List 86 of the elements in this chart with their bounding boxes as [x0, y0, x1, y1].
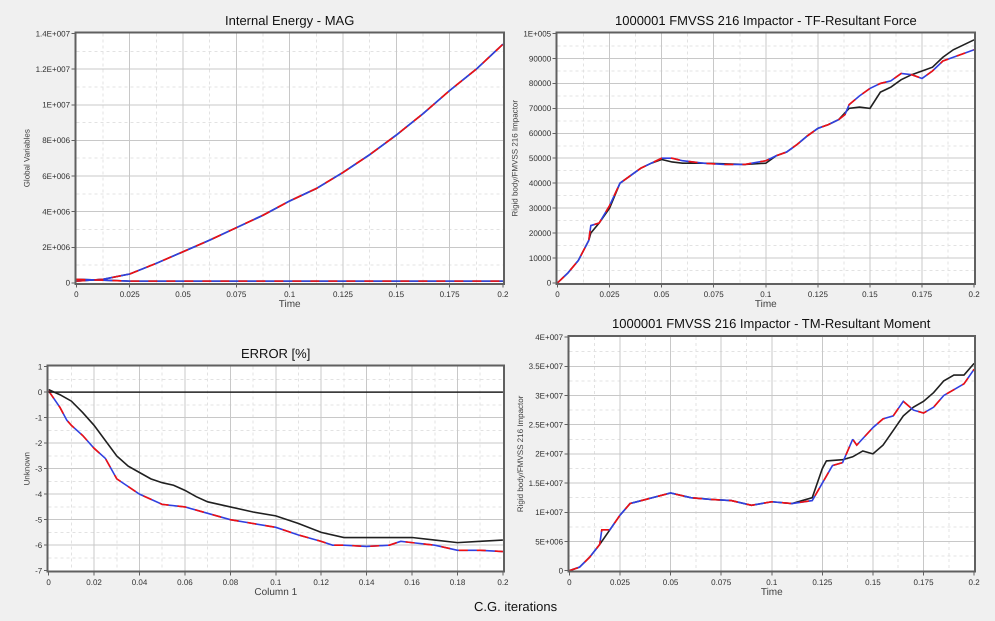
y-tick-label: 50000: [528, 154, 552, 164]
y-tick-label: -7: [35, 566, 43, 576]
y-tick-label: 1E+007: [42, 100, 71, 110]
y-tick-label: 2.5E+007: [528, 420, 564, 430]
y-tick-label: -3: [35, 464, 43, 474]
x-tick-label: 0.125: [808, 290, 828, 300]
x-tick-label: 0.075: [704, 290, 724, 300]
y-tick-label: 0: [38, 388, 43, 397]
x-tick-label: 0.1: [760, 290, 772, 300]
x-tick-label: 0.12: [313, 578, 330, 588]
y-tick-label: 6E+006: [42, 172, 71, 181]
text: C.G. iterations: [474, 599, 558, 614]
y-tick-label: 2E+007: [535, 450, 564, 459]
x-tick-label: 0.1: [766, 578, 778, 588]
y-axis-title: Unknown: [22, 452, 32, 486]
x-axis-title: Time: [754, 299, 778, 310]
y-tick-label: 1E+007: [535, 508, 564, 518]
chart-title: 1000001 FMVSS 216 Impactor - TF-Resultant Force: [615, 13, 917, 28]
x-tick-label: 0.05: [654, 290, 670, 300]
y-tick-label: 1E+005: [523, 29, 552, 38]
x-tick-label: 0.06: [177, 578, 194, 588]
x-tick-label: 0.1: [284, 290, 296, 300]
x-axis-title: Time: [760, 587, 784, 598]
x-tick-label: 0.02: [86, 578, 102, 588]
x-tick-label: 0.175: [912, 290, 933, 300]
x-tick-label: 0.075: [711, 578, 732, 588]
y-tick-label: -6: [35, 540, 43, 550]
x-tick-label: 0.15: [865, 578, 882, 588]
chart-title: 1000001 FMVSS 216 Impactor - TM-Resultant Moment: [612, 316, 931, 331]
y-tick-label: 3E+007: [535, 391, 564, 400]
y-tick-label: 4E+007: [535, 332, 564, 342]
x-tick-label: 0.16: [404, 578, 420, 588]
x-tick-label: 0.2: [968, 290, 980, 300]
x-tick-label: 0.1: [270, 578, 282, 588]
x-tick-label: 0.175: [914, 578, 934, 588]
y-tick-label: 1.2E+007: [36, 64, 71, 74]
y-tick-label: 80000: [528, 79, 552, 88]
y-tick-label: -1: [35, 413, 43, 422]
y-tick-label: 40000: [528, 178, 552, 188]
x-tick-label: 0.025: [120, 290, 140, 300]
x-tick-label: 0.05: [662, 578, 679, 588]
x-tick-label: 0: [74, 290, 80, 300]
x-tick-label: 0.14: [358, 578, 375, 588]
y-tick-label: 60000: [528, 129, 552, 138]
y-tick-label: 0: [66, 278, 71, 288]
y-tick-label: 1.4E+007: [36, 29, 71, 38]
y-axis-title: Rigid body/FMVSS 216 Impactor: [510, 100, 520, 216]
x-tick-label: 0.08: [222, 578, 239, 588]
x-tick-label: 0.2: [497, 578, 510, 588]
y-tick-label: -4: [35, 490, 43, 499]
x-axis-title: Time: [278, 299, 302, 310]
y-tick-label: 90000: [528, 54, 552, 64]
y-tick-label: 20000: [528, 228, 552, 238]
y-tick-label: -2: [35, 438, 43, 448]
y-tick-label: 3.5E+007: [528, 362, 564, 372]
y-tick-label: 4E+006: [42, 207, 71, 216]
chart-title: Internal Energy - MAG: [225, 13, 354, 28]
x-tick-label: 0.18: [450, 578, 466, 588]
y-tick-label: 70000: [528, 104, 552, 114]
y-tick-label: 1.5E+007: [528, 478, 564, 488]
x-tick-label: 0.125: [332, 290, 354, 300]
y-tick-label: 30000: [528, 204, 552, 213]
x-tick-label: 0.04: [132, 578, 148, 588]
chart-title: ERROR [%]: [241, 346, 310, 361]
x-tick-label: 0.15: [388, 290, 405, 300]
y-tick-label: 0: [558, 566, 564, 576]
y-tick-label: 1: [38, 362, 43, 372]
y-tick-label: 2E+006: [42, 243, 71, 252]
x-tick-label: 0.2: [497, 290, 510, 300]
y-axis-title: Global Variables: [22, 129, 32, 188]
x-tick-label: 0.15: [862, 290, 878, 300]
y-tick-label: 0: [546, 278, 552, 288]
x-tick-label: 0.025: [600, 290, 620, 300]
x-tick-label: 0.025: [610, 578, 631, 588]
y-tick-label: 8E+006: [42, 136, 71, 146]
x-tick-label: 0.175: [440, 290, 460, 300]
x-tick-label: 0.05: [175, 290, 192, 300]
x-tick-label: 0.075: [226, 290, 247, 300]
x-tick-label: 0.125: [812, 578, 833, 588]
x-tick-label: 0: [567, 578, 572, 588]
x-tick-label: 0.2: [968, 578, 980, 588]
y-axis-title: Rigid body/FMVSS 216 Impactor: [516, 395, 525, 512]
y-tick-label: -5: [35, 515, 43, 524]
y-tick-label: 10000: [528, 254, 552, 263]
y-tick-label: 5E+006: [535, 537, 564, 546]
x-axis-title: Column 1: [254, 587, 298, 598]
